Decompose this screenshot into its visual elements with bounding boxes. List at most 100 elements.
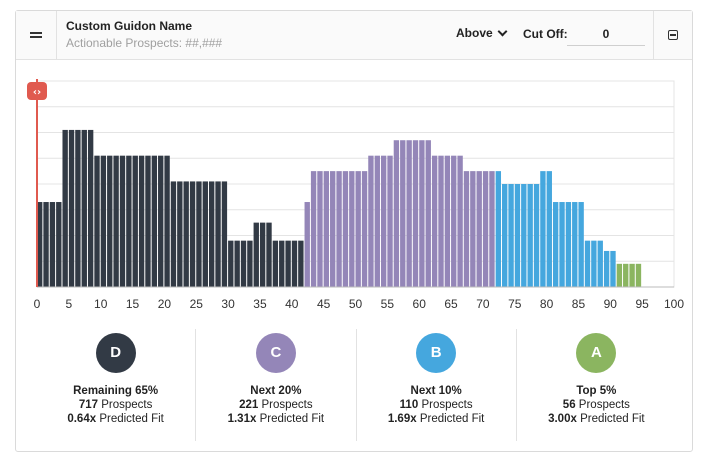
position-select-value: Above [456, 26, 493, 40]
chevron-down-icon [497, 26, 508, 37]
histogram-bar [266, 222, 272, 287]
tier-d: D Remaining 65% 717 Prospects 0.64x Pred… [36, 329, 197, 441]
tier-summary: D Remaining 65% 717 Prospects 0.64x Pred… [36, 329, 676, 441]
histogram-bar [584, 240, 591, 287]
cutoff-input[interactable] [567, 23, 645, 46]
tier-b: B Next 10% 110 Prospects 1.69x Predicted… [357, 329, 517, 441]
histogram-bar [208, 181, 215, 287]
histogram-bar [330, 171, 336, 287]
histogram-bar [514, 184, 521, 287]
minus-square-icon [668, 30, 678, 40]
histogram-bar [361, 171, 368, 287]
x-tick-label: 15 [126, 297, 140, 311]
histogram-bar [476, 171, 482, 287]
histogram-bar [240, 240, 247, 287]
histogram-bar [202, 181, 208, 287]
histogram-bar [247, 240, 253, 287]
x-tick-label: 100 [664, 297, 684, 311]
tier-fit-value: 3.00x [548, 413, 577, 425]
histogram-bar [572, 202, 578, 287]
histogram-bar [495, 171, 502, 287]
histogram-bar [591, 240, 597, 287]
histogram-bar [629, 263, 635, 287]
x-tick-label: 0 [34, 297, 41, 311]
histogram-bar [616, 263, 623, 287]
tier-fit-label: Predicted Fit [419, 413, 485, 425]
histogram-bar [228, 240, 234, 287]
histogram-bar [374, 155, 380, 287]
histogram-bar [126, 155, 132, 287]
histogram-bar [419, 140, 425, 287]
x-tick-label: 80 [540, 297, 554, 311]
histogram-bar [285, 240, 291, 287]
tier-c: C Next 20% 221 Prospects 1.31x Predicted… [196, 329, 357, 441]
histogram-bar [610, 250, 616, 287]
histogram-bar [183, 181, 189, 287]
tier-label: Next 20% [250, 385, 302, 397]
x-tick-label: 45 [317, 297, 331, 311]
cutoff-slider-handle[interactable] [27, 82, 47, 100]
histogram-bar [425, 140, 431, 287]
histogram-bar [355, 171, 361, 287]
resize-arrows-icon: ‹› [33, 87, 41, 98]
tier-prospects-count: 717 [78, 399, 99, 411]
histogram-bar [298, 240, 304, 287]
x-tick-label: 70 [476, 297, 490, 311]
histogram-bar [508, 184, 514, 287]
histogram-bar [158, 155, 164, 287]
tier-label: Remaining 65% [73, 385, 159, 397]
histogram-bar [145, 155, 151, 287]
histogram-bar [272, 240, 279, 287]
x-tick-label: 40 [285, 297, 299, 311]
histogram-bar [400, 140, 406, 287]
tier-prospects-count: 56 [562, 399, 576, 411]
histogram-bar [521, 184, 527, 287]
histogram-bar [438, 155, 444, 287]
histogram-bar [132, 155, 138, 287]
histogram-bar [164, 155, 170, 287]
histogram-bar [463, 171, 470, 287]
menu-button[interactable] [16, 11, 57, 59]
x-tick-label: 20 [158, 297, 172, 311]
histogram-bar [234, 240, 240, 287]
tier-fit-value: 1.69x [387, 413, 417, 425]
guidon-card: Custom Guidon Name Actionable Prospects:… [15, 10, 693, 452]
histogram-bar [151, 155, 158, 287]
hamburger-icon [30, 32, 42, 38]
histogram-bar [100, 155, 107, 287]
histogram-bar [113, 155, 119, 287]
tier-prospects-label: Prospects [421, 399, 473, 411]
position-select[interactable]: Above [456, 26, 508, 40]
x-tick-label: 60 [413, 297, 427, 311]
histogram-bar [170, 181, 177, 287]
histogram-bar [323, 171, 330, 287]
histogram-bar [635, 263, 642, 287]
histogram-bar [304, 202, 310, 287]
histogram-bar [221, 181, 228, 287]
histogram-bar [177, 181, 183, 287]
x-tick-label: 75 [508, 297, 522, 311]
histogram-bar [138, 155, 145, 287]
histogram-bar [56, 202, 62, 287]
tier-badge-a: A [576, 333, 617, 373]
collapse-button[interactable] [653, 11, 692, 59]
histogram-bar [259, 222, 266, 287]
histogram-bar [431, 155, 438, 287]
tier-prospects-count: 221 [239, 399, 259, 411]
tier-fit-label: Predicted Fit [99, 413, 164, 425]
histogram-bar [502, 184, 508, 287]
histogram-bar [578, 202, 584, 287]
histogram-bar [279, 240, 285, 287]
histogram-bar [119, 155, 126, 287]
histogram-bar [482, 171, 489, 287]
histogram-bar [253, 222, 259, 287]
x-tick-label: 5 [66, 297, 73, 311]
tier-prospects-label: Prospects [261, 399, 313, 411]
histogram-bar [406, 140, 412, 287]
histogram-bar [451, 155, 457, 287]
histogram-bar [444, 155, 451, 287]
histogram-bar [291, 240, 298, 287]
histogram-bar [215, 181, 221, 287]
histogram-bar [565, 202, 572, 287]
histogram-bar [336, 171, 342, 287]
